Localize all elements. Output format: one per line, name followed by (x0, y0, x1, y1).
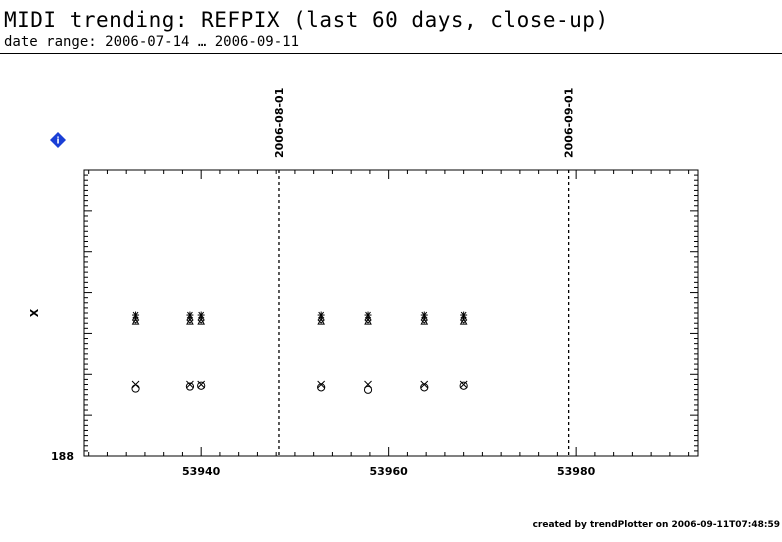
data-point (317, 383, 326, 392)
data-point (185, 382, 195, 391)
data-point (186, 316, 194, 324)
svg-text:i: i (56, 137, 59, 147)
data-point (420, 317, 429, 325)
data-point (197, 380, 206, 389)
x-tick-label: 53980 (557, 465, 596, 478)
date-marker-label: 2006-09-01 (563, 88, 576, 158)
data-point (420, 316, 428, 324)
data-point (197, 317, 206, 325)
plot-frame (83, 169, 699, 457)
date-range-subtitle: date range: 2006-07-14 … 2006-09-11 (4, 34, 300, 50)
y-tick-label: 188 (51, 450, 74, 463)
data-point (131, 317, 140, 325)
data-point (420, 383, 429, 392)
data-point (317, 317, 326, 325)
data-point (197, 316, 205, 324)
x-tick-label: 53940 (182, 465, 221, 478)
data-point (186, 380, 194, 389)
data-point (459, 380, 468, 389)
data-point (317, 380, 326, 389)
y-axis-label: X (28, 308, 41, 317)
data-point (459, 316, 468, 324)
footer-credit: created by trendPlotter on 2006-09-11T07… (532, 520, 780, 530)
info-diamond-icon[interactable]: i (50, 132, 66, 148)
data-point (420, 380, 429, 389)
data-point (186, 317, 194, 325)
data-point (317, 316, 325, 324)
page-title: MIDI trending: REFPIX (last 60 days, clo… (4, 8, 609, 32)
data-point (459, 381, 468, 390)
data-point (131, 384, 140, 393)
data-point (364, 316, 372, 324)
header-rule (0, 53, 782, 54)
data-point (363, 385, 373, 394)
x-tick-label: 53960 (370, 465, 409, 478)
data-point (364, 317, 372, 325)
date-marker-label: 2006-08-01 (273, 88, 286, 158)
data-point (197, 381, 206, 390)
data-point (459, 317, 468, 325)
data-point (131, 316, 140, 324)
